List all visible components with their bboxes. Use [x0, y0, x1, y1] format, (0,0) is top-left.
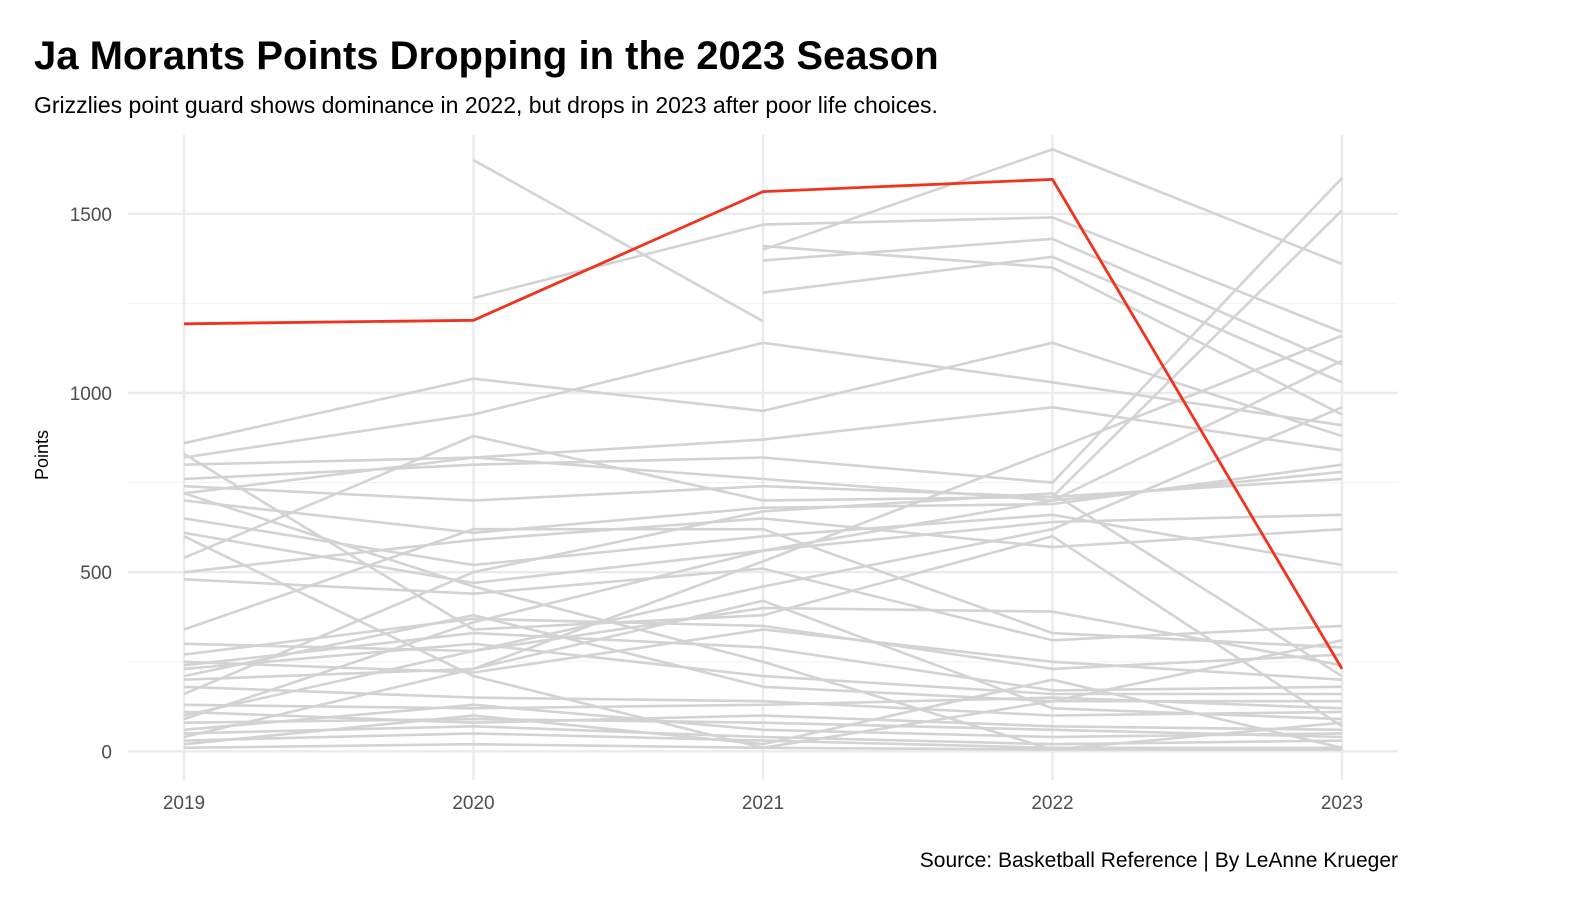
background-series-line — [762, 244, 1343, 416]
background-series-line — [183, 209, 1343, 502]
chart-caption: Source: Basketball Reference | By LeAnne… — [919, 849, 1398, 872]
background-series-line — [183, 678, 1343, 750]
background-series-line — [183, 567, 1343, 642]
background-series-line — [183, 535, 1342, 751]
x-tick-label: 2021 — [742, 793, 784, 814]
x-tick-label: 2019 — [163, 793, 205, 814]
background-series-line — [183, 685, 1343, 717]
background-series-line — [183, 642, 1342, 696]
x-tick-label: 2022 — [1031, 793, 1073, 814]
background-series-line — [183, 732, 1342, 750]
background-series-line — [183, 631, 1343, 692]
background-series-line — [183, 341, 1343, 445]
background-series-line — [183, 434, 1343, 559]
background-series-line — [183, 517, 1343, 574]
background-series-line — [183, 492, 1343, 696]
background-series-line — [183, 717, 1343, 739]
chart-title: Ja Morants Points Dropping in the 2023 S… — [34, 34, 939, 78]
background-series-line — [183, 406, 1343, 466]
tick-layer: 0 500 1000 1500 2019 2020 2021 2022 2023 — [70, 205, 1363, 814]
background-series-line — [183, 492, 1343, 751]
background-series-line — [183, 334, 1343, 739]
background-series-line — [183, 359, 1343, 721]
y-tick-label: 0 — [101, 742, 112, 763]
background-series-line — [183, 703, 1343, 739]
background-series-line — [183, 606, 1343, 667]
background-series-line — [183, 341, 1343, 459]
background-series-line — [183, 628, 1343, 681]
chart-subtitle: Grizzlies point guard shows dominance in… — [34, 92, 938, 118]
background-series-line — [762, 255, 1343, 384]
background-series-line — [183, 406, 1343, 717]
y-tick-label: 500 — [80, 563, 112, 584]
background-series-layer — [183, 148, 1343, 751]
background-series-line — [472, 158, 764, 323]
y-axis-title: Points — [32, 430, 52, 480]
background-series-line — [183, 452, 1343, 728]
x-tick-label: 2023 — [1321, 793, 1363, 814]
highlight-series-line — [183, 178, 1344, 670]
y-tick-label: 1000 — [70, 384, 112, 405]
background-series-line — [183, 527, 1343, 649]
y-tick-label: 1500 — [70, 205, 112, 226]
background-series-line — [473, 216, 1343, 334]
background-series-line — [762, 148, 1343, 266]
x-tick-label: 2020 — [452, 793, 494, 814]
highlight-series-layer — [183, 178, 1344, 670]
background-series-line — [183, 725, 1343, 746]
